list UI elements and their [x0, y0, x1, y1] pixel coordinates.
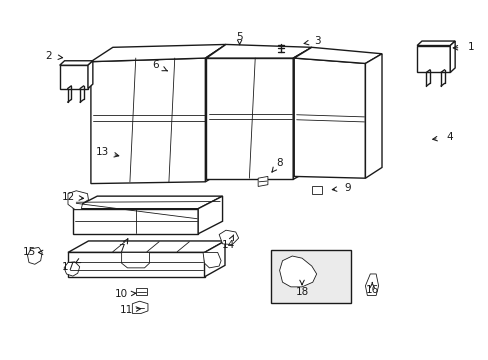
Text: 15: 15 — [22, 247, 36, 257]
Polygon shape — [206, 58, 293, 179]
Polygon shape — [365, 274, 378, 296]
Polygon shape — [293, 47, 311, 179]
Polygon shape — [64, 262, 80, 276]
Polygon shape — [132, 301, 148, 314]
Text: 1: 1 — [467, 42, 473, 52]
Polygon shape — [91, 58, 205, 184]
Polygon shape — [294, 47, 381, 63]
Text: 18: 18 — [295, 287, 308, 297]
Polygon shape — [68, 191, 88, 210]
Polygon shape — [279, 256, 316, 287]
Polygon shape — [365, 54, 381, 178]
Polygon shape — [258, 176, 267, 186]
Polygon shape — [68, 252, 204, 277]
Polygon shape — [27, 247, 42, 264]
Polygon shape — [206, 44, 311, 58]
Polygon shape — [136, 288, 147, 296]
Polygon shape — [416, 41, 454, 45]
Polygon shape — [449, 41, 454, 72]
Polygon shape — [198, 196, 222, 234]
Polygon shape — [60, 61, 93, 65]
Text: 14: 14 — [222, 240, 235, 250]
Polygon shape — [73, 209, 198, 234]
Text: 17: 17 — [61, 262, 75, 272]
Text: 2: 2 — [45, 51, 52, 61]
Polygon shape — [68, 241, 224, 252]
Text: 3: 3 — [314, 36, 320, 46]
Polygon shape — [219, 230, 238, 244]
Circle shape — [282, 262, 285, 264]
Polygon shape — [204, 241, 224, 277]
Text: 12: 12 — [61, 192, 75, 202]
Text: 16: 16 — [365, 285, 378, 296]
Text: 8: 8 — [276, 158, 283, 168]
Text: 5: 5 — [236, 32, 243, 41]
Text: 10: 10 — [115, 289, 128, 299]
Text: 4: 4 — [445, 132, 452, 142]
Text: 6: 6 — [152, 60, 159, 70]
Polygon shape — [122, 252, 149, 268]
Text: 7: 7 — [118, 244, 124, 254]
Polygon shape — [205, 44, 225, 182]
Polygon shape — [73, 196, 222, 209]
Polygon shape — [271, 250, 350, 303]
Polygon shape — [88, 61, 93, 89]
Polygon shape — [91, 44, 225, 62]
Text: 13: 13 — [95, 147, 108, 157]
Text: 9: 9 — [344, 183, 350, 193]
Polygon shape — [294, 58, 365, 178]
Polygon shape — [203, 252, 221, 268]
Polygon shape — [416, 45, 449, 72]
Polygon shape — [60, 65, 88, 89]
Text: 11: 11 — [120, 305, 133, 315]
Polygon shape — [311, 186, 321, 194]
